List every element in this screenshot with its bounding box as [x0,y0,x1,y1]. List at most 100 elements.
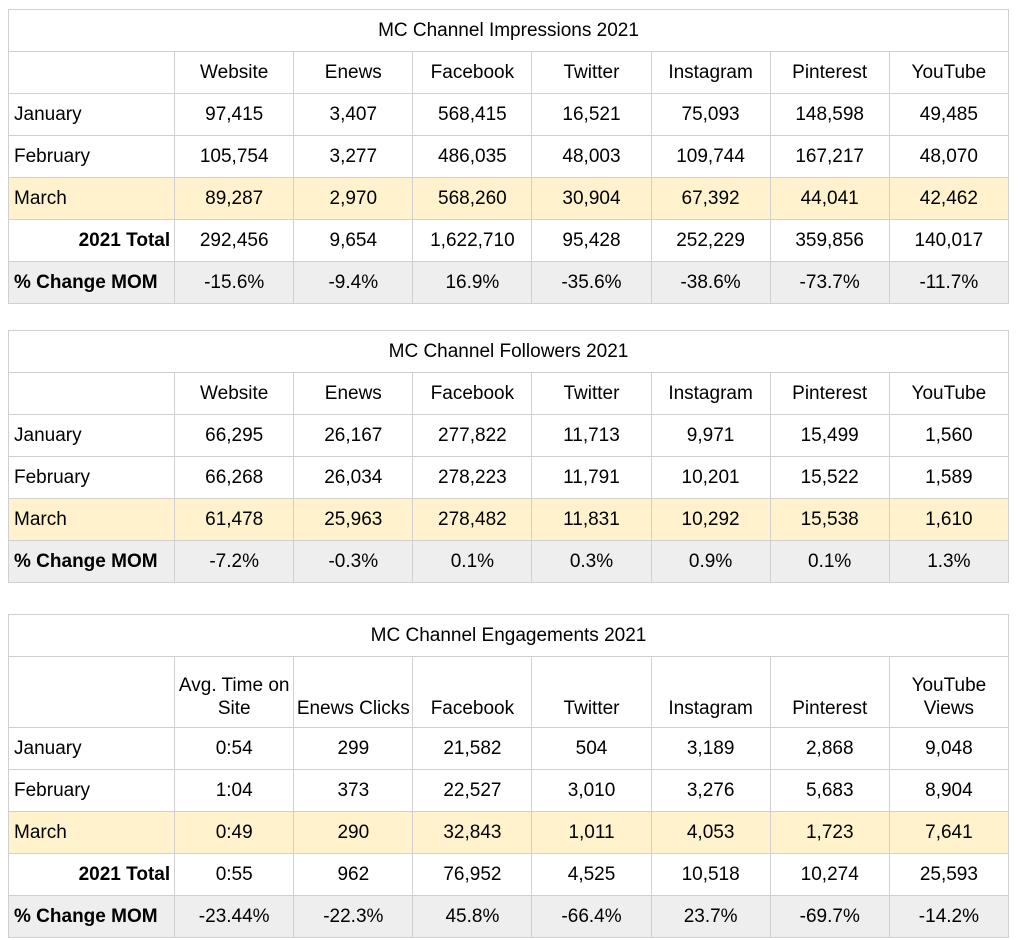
table-cell: 48,070 [888,135,1010,178]
table-cell: 26,034 [293,456,414,499]
table-cell: 3,277 [293,135,414,178]
row-label: 2021 Total [7,853,176,896]
column-header: Twitter [531,372,652,415]
engagements-table: MC Channel Engagements 2021 Avg. Time on… [7,614,1010,938]
table-cell: 504 [531,727,652,770]
table-cell: 10,518 [650,853,771,896]
table-cell: 89,287 [174,177,295,220]
table-title: MC Channel Followers 2021 [8,330,1009,373]
table-cell: 61,478 [174,498,295,541]
table-row: February 1:04 373 22,527 3,010 3,276 5,6… [7,769,1010,812]
table-row-highlighted: March 61,478 25,963 278,482 11,831 10,29… [7,498,1010,541]
table-cell: 7,641 [888,811,1010,854]
header-blank [7,372,176,415]
change-row: % Change MOM -15.6% -9.4% 16.9% -35.6% -… [7,261,1010,304]
row-label: January [7,727,176,770]
header-blank [7,51,176,94]
table-cell: 45.8% [412,895,533,938]
table-cell: 290 [293,811,414,854]
table-cell: 0:55 [174,853,295,896]
table-row-highlighted: March 89,287 2,970 568,260 30,904 67,392… [7,177,1010,220]
table-cell: 66,295 [174,414,295,457]
table-cell: 1,011 [531,811,652,854]
table-cell: 10,292 [650,498,771,541]
table-cell: 9,654 [293,219,414,262]
table-cell: 10,201 [650,456,771,499]
table-cell: 3,189 [650,727,771,770]
table-cell: 48,003 [531,135,652,178]
table-cell: 3,407 [293,93,414,136]
table-row: February 66,268 26,034 278,223 11,791 10… [7,456,1010,499]
table-cell: 109,744 [650,135,771,178]
column-header: YouTube [888,372,1010,415]
row-label: February [7,135,176,178]
column-header: Instagram [650,372,771,415]
table-cell: 0.1% [412,540,533,583]
table-cell: 0.1% [769,540,890,583]
table-title: MC Channel Engagements 2021 [8,614,1009,657]
column-header: Twitter [531,51,652,94]
impressions-table: MC Channel Impressions 2021 Website Enew… [7,9,1010,304]
table-cell: 4,053 [650,811,771,854]
table-row: January 0:54 299 21,582 504 3,189 2,868 … [7,727,1010,770]
table-cell: 1,610 [888,498,1010,541]
column-header: Facebook [412,656,533,728]
column-header: Twitter [531,656,652,728]
table-cell: -9.4% [293,261,414,304]
column-header: Website [174,51,295,94]
table-cell: 25,963 [293,498,414,541]
row-label: March [7,811,176,854]
table-cell: -66.4% [531,895,652,938]
table-cell: 105,754 [174,135,295,178]
table-row: January 97,415 3,407 568,415 16,521 75,0… [7,93,1010,136]
header-blank [7,656,176,728]
table-cell: 16.9% [412,261,533,304]
table-cell: 2,868 [769,727,890,770]
table-cell: 76,952 [412,853,533,896]
table-cell: 1,560 [888,414,1010,457]
table-cell: 11,791 [531,456,652,499]
table-cell: 373 [293,769,414,812]
table-cell: 75,093 [650,93,771,136]
table-cell: 67,392 [650,177,771,220]
table-cell: -0.3% [293,540,414,583]
table-cell: 5,683 [769,769,890,812]
table-cell: -7.2% [174,540,295,583]
table-row-highlighted: March 0:49 290 32,843 1,011 4,053 1,723 … [7,811,1010,854]
table-cell: -35.6% [531,261,652,304]
change-row: % Change MOM -23.44% -22.3% 45.8% -66.4%… [7,895,1010,938]
table-cell: 4,525 [531,853,652,896]
total-row: 2021 Total 292,456 9,654 1,622,710 95,42… [7,219,1010,262]
column-header: Pinterest [769,372,890,415]
table-cell: 140,017 [888,219,1010,262]
table-cell: 44,041 [769,177,890,220]
table-cell: 30,904 [531,177,652,220]
table-cell: 11,831 [531,498,652,541]
table-cell: 359,856 [769,219,890,262]
column-header: Avg. Time on Site [174,656,295,728]
table-cell: 1,723 [769,811,890,854]
row-label: % Change MOM [7,540,176,583]
table-cell: 0.9% [650,540,771,583]
column-header: YouTube Views [888,656,1010,728]
table-cell: 167,217 [769,135,890,178]
row-label: January [7,414,176,457]
table-cell: 22,527 [412,769,533,812]
table-cell: -22.3% [293,895,414,938]
table-cell: 15,499 [769,414,890,457]
followers-table: MC Channel Followers 2021 Website Enews … [7,330,1010,583]
table-title: MC Channel Impressions 2021 [8,9,1009,52]
column-header: Enews [293,51,414,94]
table-cell: 11,713 [531,414,652,457]
table-cell: 9,971 [650,414,771,457]
table-cell: 26,167 [293,414,414,457]
table-cell: 962 [293,853,414,896]
table-cell: 252,229 [650,219,771,262]
table-cell: 0:54 [174,727,295,770]
table-cell: 95,428 [531,219,652,262]
column-header: YouTube [888,51,1010,94]
table-cell: 292,456 [174,219,295,262]
table-cell: 66,268 [174,456,295,499]
table-cell: 568,415 [412,93,533,136]
row-label: % Change MOM [7,895,176,938]
